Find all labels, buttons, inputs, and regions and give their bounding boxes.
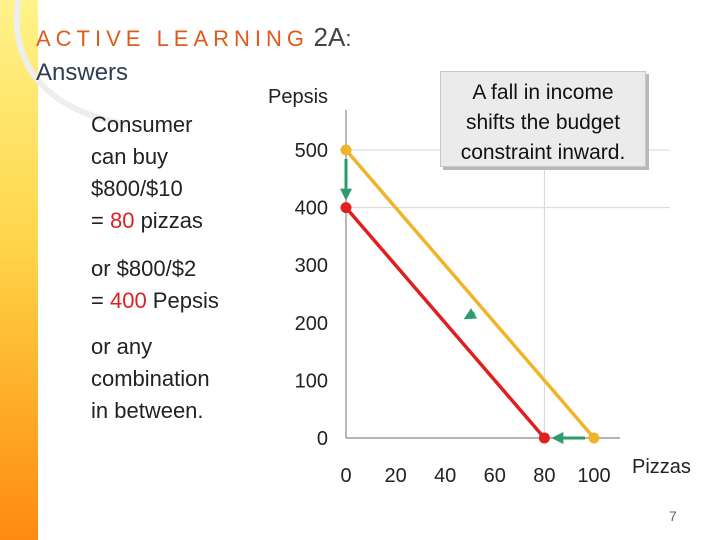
title-number: 2A	[313, 22, 346, 52]
text-line: combination	[91, 366, 210, 391]
title-active-learning: ACTIVE LEARNING	[36, 26, 310, 51]
page-number: 7	[669, 508, 677, 524]
text-line: = 400 Pepsis	[91, 288, 219, 313]
highlight-400: 400	[109, 288, 147, 313]
x-tick-label: 100	[577, 465, 610, 487]
text-line: = 80 pizzas	[91, 208, 203, 233]
budget-point-1-1	[538, 432, 550, 444]
shift-arrow-head-1	[551, 432, 564, 444]
x-tick-label: 20	[384, 465, 406, 487]
budget-point-1-0	[340, 202, 352, 214]
title-colon: :	[345, 26, 352, 51]
y-tick-label: 0	[317, 428, 328, 450]
text-line: or $800/$2	[91, 256, 197, 281]
y-tick-label: 400	[295, 198, 328, 220]
text-line: or any	[91, 334, 153, 359]
callout-box: A fall in income shifts the budget const…	[440, 71, 646, 167]
text-block-pizzas: Consumer can buy $800/$10 = 80 pizzas	[91, 109, 203, 237]
callout-line: A fall in income	[472, 81, 614, 104]
text-line: Consumer	[91, 112, 193, 137]
x-axis-title: Pizzas	[632, 456, 691, 478]
slide-title: ACTIVE LEARNING 2A:	[36, 22, 351, 53]
y-tick-label: 300	[295, 255, 328, 277]
tick-layer: 0 100 200 300 400 500 0 20 40 60 80 100	[295, 140, 611, 487]
text-block-combination: or any combination in between.	[91, 331, 210, 427]
budget-point-0-0	[340, 144, 352, 156]
budget-line-0	[344, 148, 596, 440]
x-tick-label: 40	[434, 465, 456, 487]
budget-line-1	[344, 206, 546, 440]
shift-arrow-head-2	[463, 308, 478, 320]
y-tick-label: 100	[295, 370, 328, 392]
shift-arrow-head-0	[340, 188, 352, 201]
x-tick-label: 0	[340, 465, 351, 487]
budget-point-0-1	[588, 432, 600, 444]
x-tick-label: 80	[533, 465, 555, 487]
arrow-layer	[340, 159, 585, 444]
y-axis-title: Pepsis	[268, 86, 328, 108]
x-tick-label: 60	[484, 465, 506, 487]
text-line: $800/$10	[91, 176, 183, 201]
callout-line: constraint inward.	[460, 141, 626, 164]
y-tick-label: 200	[295, 313, 328, 335]
text-line: in between.	[91, 398, 204, 423]
series-layer	[340, 144, 600, 444]
callout-line: shifts the budget	[465, 111, 621, 134]
slide-subtitle: Answers	[36, 59, 129, 86]
y-tick-label: 500	[295, 140, 328, 162]
highlight-80: 80	[109, 208, 135, 233]
text-line: can buy	[91, 144, 169, 169]
text-block-pepsis: or $800/$2 = 400 Pepsis	[91, 253, 219, 317]
